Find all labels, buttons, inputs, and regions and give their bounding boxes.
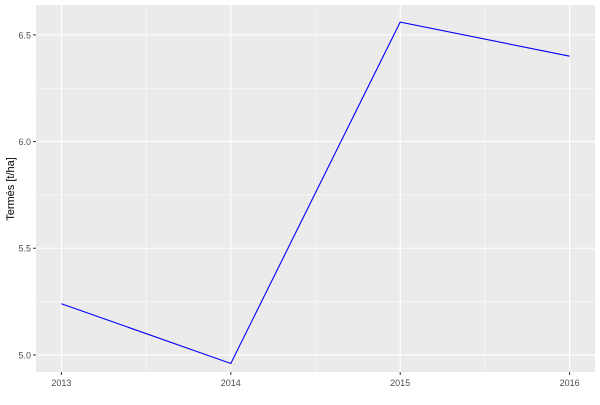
- y-tick-label: 5.5: [18, 244, 31, 254]
- y-tick-label: 5.0: [18, 350, 31, 360]
- y-axis-label: Termés [t/ha]: [5, 157, 17, 221]
- y-tick-label: 6.5: [18, 30, 31, 40]
- x-tick-label: 2013: [51, 378, 71, 388]
- series-line: [61, 21, 570, 365]
- x-tick-label: 2014: [221, 378, 241, 388]
- y-tick-label: 6.0: [18, 137, 31, 147]
- x-tick-label: 2016: [560, 378, 580, 388]
- x-tick-label: 2015: [390, 378, 410, 388]
